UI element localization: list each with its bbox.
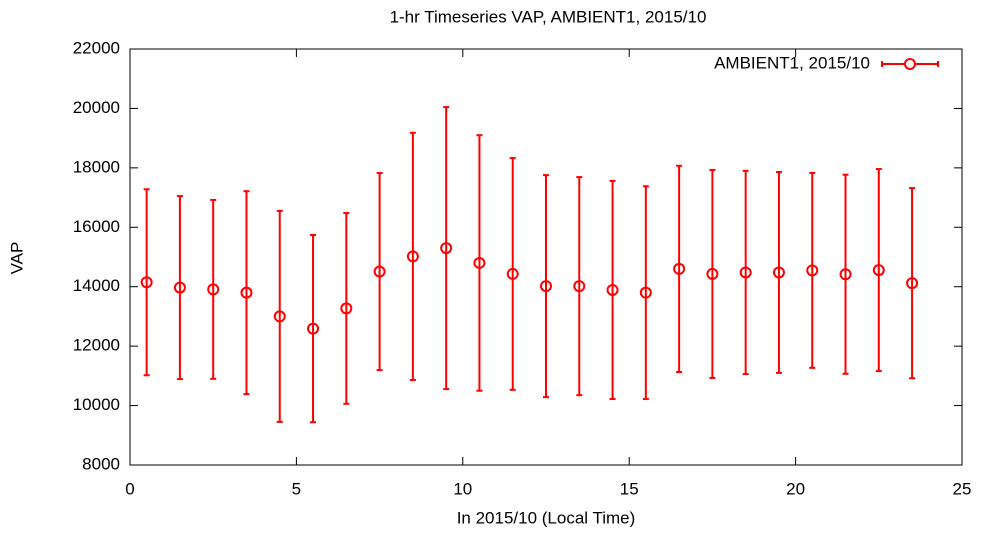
marker bbox=[340, 302, 353, 315]
marker bbox=[140, 276, 153, 289]
error-bar bbox=[543, 174, 549, 399]
marker bbox=[440, 242, 453, 255]
marker bbox=[240, 286, 253, 299]
error-bar bbox=[210, 198, 217, 380]
error-bar bbox=[276, 209, 283, 423]
error-bar bbox=[642, 185, 649, 401]
error-bar bbox=[310, 234, 317, 424]
marker bbox=[207, 283, 220, 296]
marker bbox=[573, 280, 586, 293]
x-tick-label: 25 bbox=[953, 479, 972, 498]
chart-title: 1-hr Timeseries VAP, AMBIENT1, 2015/10 bbox=[390, 7, 707, 26]
y-tick-label: 20000 bbox=[73, 98, 120, 117]
error-bar bbox=[376, 172, 383, 372]
error-bar bbox=[775, 171, 782, 374]
marker bbox=[173, 281, 186, 294]
error-bar bbox=[443, 106, 450, 391]
error-bar bbox=[343, 212, 350, 405]
y-tick-label: 8000 bbox=[82, 454, 120, 473]
x-axis-label: In 2015/10 (Local Time) bbox=[457, 508, 636, 527]
y-tick-label: 12000 bbox=[73, 336, 120, 355]
error-bar bbox=[143, 188, 150, 377]
marker bbox=[872, 264, 885, 277]
marker bbox=[273, 310, 286, 323]
plot-frame bbox=[129, 48, 963, 466]
marker bbox=[307, 322, 320, 335]
y-tick-label: 16000 bbox=[73, 217, 120, 236]
error-bar bbox=[509, 157, 516, 391]
error-bar bbox=[875, 168, 882, 373]
error-bar bbox=[742, 169, 749, 376]
legend-marker bbox=[904, 58, 916, 70]
error-bar bbox=[576, 176, 583, 397]
error-bar bbox=[176, 195, 183, 381]
marker bbox=[673, 262, 686, 275]
marker bbox=[606, 283, 619, 296]
error-bar bbox=[809, 171, 816, 369]
error-bar bbox=[609, 179, 616, 401]
y-tick-label: 14000 bbox=[73, 276, 120, 295]
marker bbox=[706, 267, 719, 280]
marker bbox=[540, 280, 552, 293]
marker bbox=[739, 266, 752, 279]
x-tick-label: 0 bbox=[125, 479, 134, 498]
y-tick-label: 18000 bbox=[73, 157, 120, 176]
x-tick-label: 20 bbox=[786, 479, 805, 498]
marker bbox=[772, 266, 785, 279]
x-tick-label: 10 bbox=[453, 479, 472, 498]
marker bbox=[806, 264, 819, 277]
x-tick-label: 5 bbox=[292, 479, 301, 498]
error-bar bbox=[676, 164, 683, 373]
legend-label: AMBIENT1, 2015/10 bbox=[714, 53, 870, 72]
marker bbox=[906, 277, 919, 290]
error-bar bbox=[476, 134, 483, 392]
error-bar bbox=[409, 131, 416, 382]
marker bbox=[639, 286, 652, 299]
y-axis-label: VAP bbox=[7, 242, 26, 275]
marker bbox=[373, 265, 386, 278]
marker bbox=[506, 267, 519, 280]
y-tick-label: 10000 bbox=[73, 395, 120, 414]
marker bbox=[406, 250, 419, 263]
error-bar bbox=[842, 173, 849, 375]
error-bar bbox=[909, 187, 916, 380]
error-bar bbox=[709, 168, 716, 379]
error-bar bbox=[243, 190, 250, 396]
marker bbox=[839, 268, 852, 281]
y-tick-label: 22000 bbox=[73, 38, 120, 57]
marker bbox=[473, 256, 486, 269]
x-tick-label: 15 bbox=[620, 479, 639, 498]
